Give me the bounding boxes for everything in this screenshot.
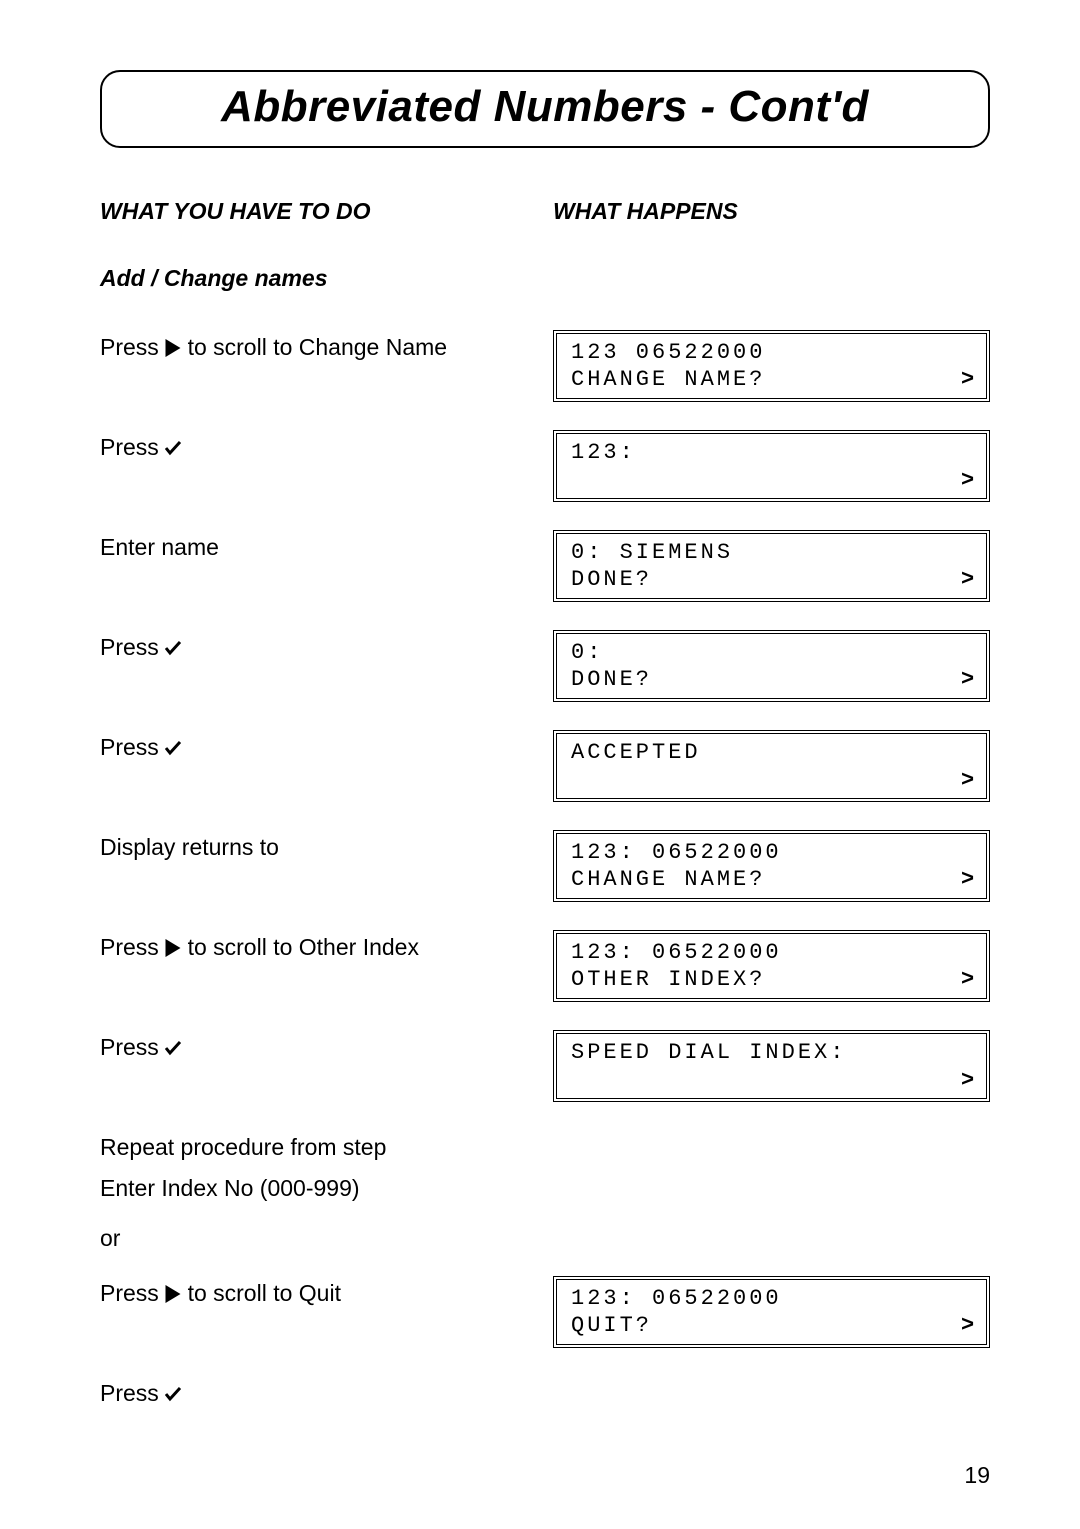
header-right: WHAT HAPPENS bbox=[545, 198, 990, 225]
check-icon bbox=[165, 1378, 181, 1413]
lcd-wrap: SPEED DIAL INDEX: > bbox=[545, 1030, 990, 1102]
or-text: or bbox=[100, 1225, 990, 1252]
lcd-wrap: 123: 06522000 CHANGE NAME? > bbox=[545, 830, 990, 902]
columns-header: WHAT YOU HAVE TO DO WHAT HAPPENS bbox=[100, 198, 990, 225]
lcd-wrap: ACCEPTED > bbox=[545, 730, 990, 802]
lcd-line: 123: 06522000 bbox=[571, 1286, 782, 1311]
lcd-display: 123: 06522000 OTHER INDEX? > bbox=[553, 930, 990, 1002]
check-icon bbox=[165, 432, 181, 467]
instruction-suffix: to scroll to Other Index bbox=[181, 934, 419, 960]
check-icon bbox=[165, 732, 181, 767]
instruction-row: Press to scroll to Other Index 123: 0652… bbox=[100, 930, 990, 1002]
lcd-line: OTHER INDEX? bbox=[571, 967, 765, 992]
instruction-text: Press to scroll to Change Name bbox=[100, 330, 545, 366]
lcd-cursor: > bbox=[961, 565, 974, 591]
lcd-display: ACCEPTED > bbox=[553, 730, 990, 802]
check-icon bbox=[165, 1032, 181, 1067]
lcd-line: SPEED DIAL INDEX: bbox=[571, 1040, 846, 1065]
check-icon bbox=[165, 632, 181, 667]
lcd-line: 0: bbox=[571, 640, 603, 665]
lcd-display: 0: SIEMENS DONE? > bbox=[553, 530, 990, 602]
lcd-display: 123: 06522000 CHANGE NAME? > bbox=[553, 830, 990, 902]
lcd-line: ACCEPTED bbox=[571, 740, 701, 765]
instruction-text: Press to scroll to Quit bbox=[100, 1276, 545, 1312]
lcd-line: 123: bbox=[571, 440, 636, 465]
header-left: WHAT YOU HAVE TO DO bbox=[100, 198, 545, 225]
lcd-cursor: > bbox=[961, 865, 974, 891]
lcd-line: 123 06522000 bbox=[571, 340, 765, 365]
press-label: Press bbox=[100, 934, 165, 960]
repeat-line-2: Enter Index No (000-999) bbox=[100, 1171, 990, 1206]
instruction-row: Press ACCEPTED > bbox=[100, 730, 990, 802]
instruction-suffix: to scroll to Quit bbox=[181, 1280, 341, 1306]
press-label: Press bbox=[100, 434, 165, 460]
lcd-line: 123: 06522000 bbox=[571, 940, 782, 965]
press-label: Press bbox=[100, 334, 165, 360]
lcd-wrap: 123 06522000 CHANGE NAME? > bbox=[545, 330, 990, 402]
instruction-text: Press bbox=[100, 730, 545, 766]
instruction-row: Press bbox=[100, 1376, 990, 1412]
lcd-wrap: 123: > bbox=[545, 430, 990, 502]
lcd-wrap: 0: DONE? > bbox=[545, 630, 990, 702]
press-label: Press bbox=[100, 1280, 165, 1306]
instruction-text: Press bbox=[100, 1030, 545, 1066]
lcd-wrap: 123: 06522000 OTHER INDEX? > bbox=[545, 930, 990, 1002]
page-number: 19 bbox=[964, 1462, 990, 1489]
instruction-row: Enter name 0: SIEMENS DONE? > bbox=[100, 530, 990, 602]
lcd-display: 123: > bbox=[553, 430, 990, 502]
lcd-line: CHANGE NAME? bbox=[571, 867, 765, 892]
press-label: Press bbox=[100, 1034, 165, 1060]
page-title: Abbreviated Numbers - Cont'd bbox=[221, 82, 869, 131]
lcd-line: 0: SIEMENS bbox=[571, 540, 733, 565]
instruction-row: Press to scroll to Quit 123: 06522000 QU… bbox=[100, 1276, 990, 1348]
lcd-cursor: > bbox=[961, 766, 974, 792]
press-label: Press bbox=[100, 1380, 165, 1406]
instruction-row: Press to scroll to Change Name 123 06522… bbox=[100, 330, 990, 402]
right-arrow-icon bbox=[165, 332, 181, 367]
lcd-display: SPEED DIAL INDEX: > bbox=[553, 1030, 990, 1102]
right-arrow-icon bbox=[165, 932, 181, 967]
lcd-line: DONE? bbox=[571, 667, 652, 692]
press-label: Press bbox=[100, 634, 165, 660]
lcd-line: QUIT? bbox=[571, 1313, 652, 1338]
instruction-text: Display returns to bbox=[100, 830, 545, 865]
lcd-cursor: > bbox=[961, 1066, 974, 1092]
instruction-text: Press bbox=[100, 1376, 545, 1412]
section-subtitle: Add / Change names bbox=[100, 265, 990, 292]
instruction-text: Press bbox=[100, 430, 545, 466]
repeat-line-1: Repeat procedure from step bbox=[100, 1130, 990, 1165]
lcd-line: DONE? bbox=[571, 567, 652, 592]
lcd-line: 123: 06522000 bbox=[571, 840, 782, 865]
lcd-display: 0: DONE? > bbox=[553, 630, 990, 702]
instruction-text: Press to scroll to Other Index bbox=[100, 930, 545, 966]
lcd-wrap: 123: 06522000 QUIT? > bbox=[545, 1276, 990, 1348]
instruction-row: Press SPEED DIAL INDEX: > bbox=[100, 1030, 990, 1102]
lcd-cursor: > bbox=[961, 665, 974, 691]
lcd-cursor: > bbox=[961, 365, 974, 391]
instruction-row: Press 0: DONE? > bbox=[100, 630, 990, 702]
lcd-cursor: > bbox=[961, 466, 974, 492]
title-box: Abbreviated Numbers - Cont'd bbox=[100, 70, 990, 148]
press-label: Press bbox=[100, 734, 165, 760]
lcd-cursor: > bbox=[961, 1311, 974, 1337]
instruction-suffix: to scroll to Change Name bbox=[181, 334, 447, 360]
lcd-display: 123 06522000 CHANGE NAME? > bbox=[553, 330, 990, 402]
lcd-wrap: 0: SIEMENS DONE? > bbox=[545, 530, 990, 602]
manual-page: Abbreviated Numbers - Cont'd WHAT YOU HA… bbox=[0, 0, 1080, 1529]
lcd-line: CHANGE NAME? bbox=[571, 367, 765, 392]
instruction-text: Enter name bbox=[100, 530, 545, 565]
instruction-row: Display returns to 123: 06522000 CHANGE … bbox=[100, 830, 990, 902]
right-arrow-icon bbox=[165, 1278, 181, 1313]
lcd-display: 123: 06522000 QUIT? > bbox=[553, 1276, 990, 1348]
instruction-text: Press bbox=[100, 630, 545, 666]
lcd-cursor: > bbox=[961, 965, 974, 991]
instruction-row: Press 123: > bbox=[100, 430, 990, 502]
